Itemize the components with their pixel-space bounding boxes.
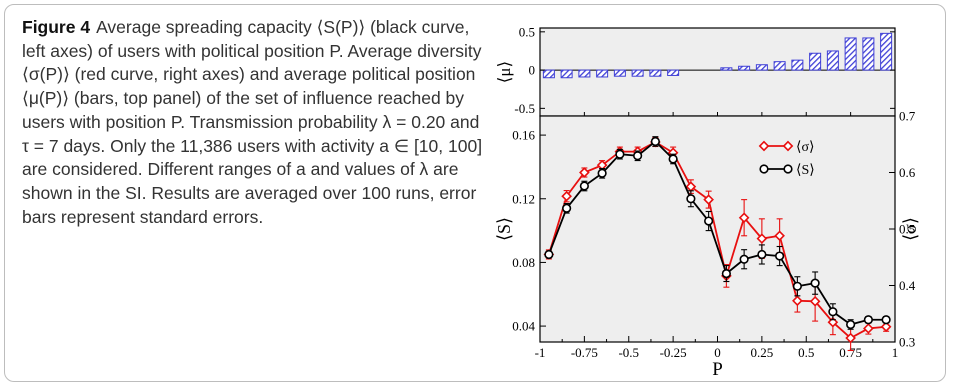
right-ytick-label: 0.6 <box>899 165 916 180</box>
sigma-point <box>774 230 785 242</box>
top-panel-frame <box>539 27 896 117</box>
sigma-point <box>880 321 892 333</box>
sigma-point <box>792 295 803 307</box>
bottom-xtick-label: 0 <box>714 345 721 360</box>
mu-bar <box>862 37 875 71</box>
left-ytick-label: 0.16 <box>512 128 535 143</box>
top-panel-bar-chart: -0.5 0 0.5 ⟨μ⟩ <box>495 24 896 117</box>
sigma-point <box>579 167 590 178</box>
bottom-xlabel: P <box>712 359 723 380</box>
top-ytick-label: 0 <box>529 63 536 78</box>
legend-sigma-label: ⟨σ⟩ <box>796 140 814 155</box>
s-point <box>597 168 607 178</box>
mu-bar <box>613 69 626 77</box>
s-point <box>544 249 554 260</box>
s-point <box>757 249 767 260</box>
mu-bar <box>791 59 804 71</box>
mu-bar <box>560 69 573 79</box>
bottom-panel-frame <box>539 115 896 343</box>
mu-bar <box>649 69 662 77</box>
sigma-point <box>561 190 572 202</box>
left-ytick-label: 0.04 <box>512 319 535 334</box>
s-point <box>633 151 643 161</box>
legend-sigma-marker <box>758 140 770 152</box>
s-point <box>863 315 873 325</box>
right-ytick-label: 0.7 <box>899 109 916 124</box>
sigma-point <box>756 233 768 244</box>
s-point <box>615 149 625 159</box>
bottom-panel-line-chart: -1 -0.75 -0.5 -0.25 0 0.25 0.5 0.75 1 P 0.04 0.08 0.… <box>494 109 920 381</box>
right-ytick-label: 0.5 <box>899 222 915 237</box>
s-point <box>828 307 838 317</box>
left-ylabel: ⟨S⟩ <box>494 217 514 241</box>
s-point <box>792 281 802 291</box>
s-point <box>579 181 589 191</box>
bottom-xtick-label: -0.75 <box>571 345 598 360</box>
right-ytick-label: 0.3 <box>899 335 915 350</box>
top-ylabel: ⟨μ⟩ <box>495 61 514 83</box>
mu-bar <box>542 69 555 79</box>
legend-sigma-marker <box>782 140 794 152</box>
mu-bar <box>826 50 839 71</box>
s-point <box>686 194 696 204</box>
legend-s-marker <box>759 164 769 174</box>
mu-bar <box>578 69 591 78</box>
bottom-xtick-label: -1 <box>535 345 546 360</box>
mu-bar <box>738 65 751 71</box>
mu-bar <box>844 37 857 71</box>
bottom-xtick-label: 0.5 <box>798 345 814 360</box>
legend-s-marker <box>783 164 793 174</box>
figure-caption: Figure 4 Average spreading capacity ⟨S(P)… <box>22 16 490 229</box>
figure-label: Figure 4 <box>22 17 91 37</box>
bottom-xtick-label: -0.25 <box>660 345 687 360</box>
right-ylabel: ⟨σ⟩ <box>900 217 920 241</box>
left-ytick-label: 0.08 <box>512 255 535 270</box>
mu-bar <box>880 32 893 71</box>
bottom-xtick-label: 0.75 <box>839 345 862 360</box>
sigma-point <box>738 212 750 224</box>
left-ytick-label: 0.12 <box>512 191 535 206</box>
sigma-point <box>809 295 821 307</box>
s-point <box>650 136 660 147</box>
mu-bar <box>720 67 733 71</box>
bottom-xtick-label: 1 <box>892 345 899 360</box>
s-point <box>562 203 572 213</box>
s-point <box>881 315 891 325</box>
sigma-point <box>863 323 874 334</box>
mu-bar <box>631 69 644 77</box>
right-ytick-label: 0.4 <box>899 278 916 293</box>
s-point <box>775 251 785 261</box>
bottom-xtick-label: 0.25 <box>751 345 774 360</box>
mu-bar <box>773 61 786 71</box>
legend-s-label: ⟨S⟩ <box>796 163 815 178</box>
figure-chart: -0.5 0 0.5 ⟨μ⟩ -1 -0.75 -0.5 -0.25 0 0.25 0.5 0.75… <box>494 24 920 381</box>
s-point <box>846 319 856 330</box>
sigma-point <box>845 332 856 344</box>
s-point <box>704 216 714 226</box>
sigma-point <box>703 194 714 205</box>
s-point <box>810 278 820 288</box>
mu-bar <box>809 52 822 71</box>
mu-bar <box>596 69 609 78</box>
bottom-xtick-label: -0.5 <box>618 345 639 360</box>
s-point <box>668 154 678 164</box>
s-point <box>721 268 731 279</box>
top-ytick-label: -0.5 <box>514 101 535 116</box>
top-ytick-label: 0.5 <box>519 24 535 39</box>
mu-bar <box>755 64 768 71</box>
s-point <box>739 254 749 264</box>
caption-text: Average spreading capacity ⟨S(P)⟩ (black… <box>22 17 483 227</box>
mu-bar <box>667 69 680 76</box>
